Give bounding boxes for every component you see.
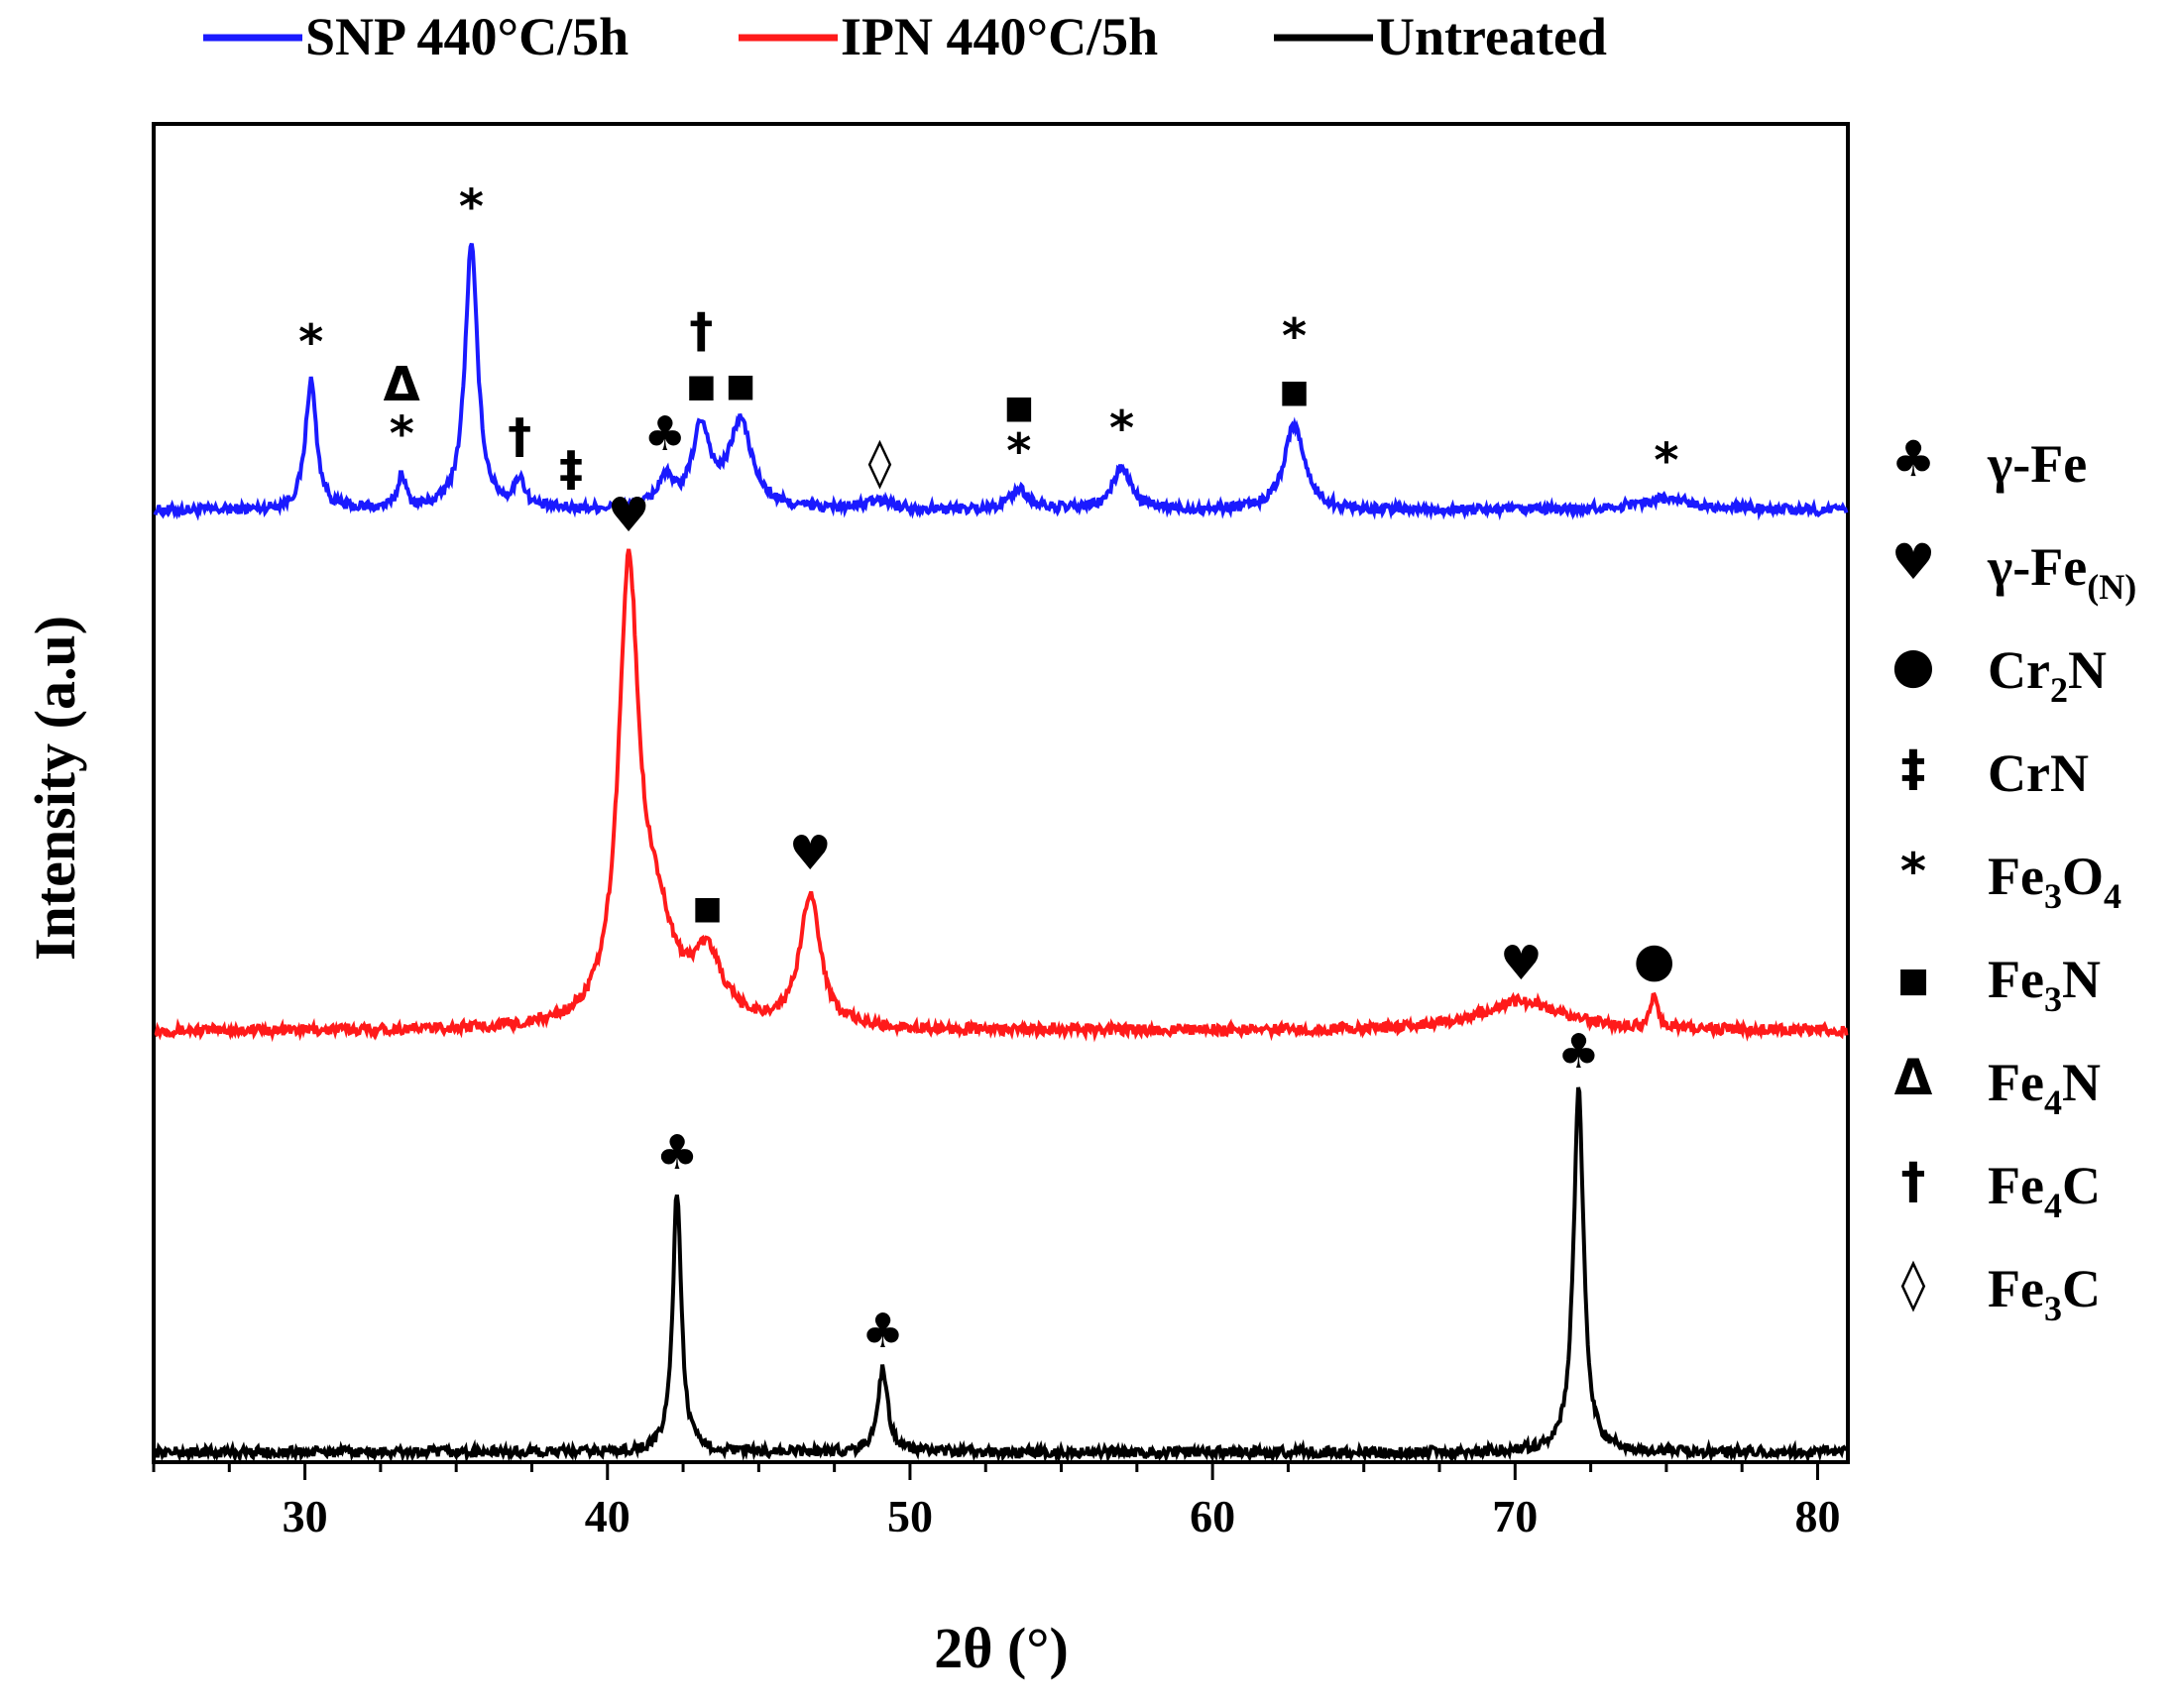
phase-symbol-5: ■ bbox=[1897, 961, 1929, 1000]
phase-label-7: Fe4C bbox=[1988, 1156, 2101, 1225]
phase-symbol-6: Δ bbox=[1894, 1049, 1933, 1106]
peak-marker-10: ◊ bbox=[868, 435, 892, 491]
series-legend: SNP 440°C/5h IPN 440°C/5h Untreated bbox=[203, 7, 1607, 66]
x-tick-label: 40 bbox=[585, 1491, 630, 1541]
peak-marker-9: ■ bbox=[726, 367, 755, 404]
x-axis-label: 2θ (°) bbox=[934, 1616, 1069, 1680]
phase-legend: ♣ γ-Fe ♥ γ-Fe(N) ● Cr2N ‡ CrN * Fe3O4 ■ Fe3N Δ Fe4N † F… bbox=[1891, 430, 2137, 1328]
peak-marker-2: Δ bbox=[384, 357, 420, 412]
peak-marker-22: ♣ bbox=[655, 1125, 698, 1181]
trace-1 bbox=[154, 548, 1849, 1043]
peak-marker-5: ‡ bbox=[559, 442, 583, 498]
x-tick-label: 70 bbox=[1492, 1491, 1538, 1541]
phase-symbol-1: ♥ bbox=[1891, 533, 1936, 591]
phase-label-0: γ-Fe bbox=[1987, 434, 2087, 494]
phase-label-8: Fe3C bbox=[1988, 1259, 2101, 1328]
trace-0 bbox=[153, 242, 1849, 521]
peak-marker-15: * bbox=[1282, 309, 1307, 365]
peak-marker-24: ♣ bbox=[1557, 1024, 1600, 1080]
peak-marker-20: ♥ bbox=[1500, 936, 1543, 991]
peak-markers: **Δ*†‡♣■†■◊ *■ *■**♥■♥♥ ●♣♣♣ bbox=[298, 179, 1678, 1359]
phase-symbol-4: * bbox=[1900, 843, 1926, 900]
peak-marker-0: * bbox=[298, 315, 323, 371]
peak-marker-16: * bbox=[1654, 433, 1678, 489]
phase-label-6: Fe4N bbox=[1988, 1053, 2101, 1122]
legend-label-2: Untreated bbox=[1376, 7, 1607, 66]
peak-marker-7: ■ bbox=[686, 367, 716, 404]
x-tick-label: 80 bbox=[1794, 1491, 1840, 1541]
traces bbox=[153, 242, 1849, 1465]
peak-marker-14: ■ bbox=[1279, 373, 1309, 410]
peak-marker-21: ● bbox=[1634, 932, 1675, 987]
peak-marker-23: ♣ bbox=[861, 1304, 904, 1359]
phase-label-2: Cr2N bbox=[1988, 640, 2107, 710]
plot-frame bbox=[152, 122, 1850, 1464]
phase-symbol-0: ♣ bbox=[1891, 430, 1936, 488]
legend-label-1: IPN 440°C/5h bbox=[841, 7, 1158, 66]
peak-marker-19: ♥ bbox=[789, 826, 832, 881]
y-axis-label: Intensity (a.u) bbox=[23, 616, 87, 961]
peak-marker-4: † bbox=[508, 409, 531, 465]
x-tick-label: 30 bbox=[283, 1491, 328, 1541]
trace-2 bbox=[153, 1086, 1847, 1465]
phase-label-3: CrN bbox=[1988, 743, 2089, 803]
phase-label-4: Fe3O4 bbox=[1988, 847, 2121, 916]
peak-marker-1: * bbox=[390, 406, 414, 462]
legend-label-0: SNP 440°C/5h bbox=[305, 7, 629, 66]
peak-marker-8: † bbox=[689, 303, 713, 359]
peak-marker-11: * bbox=[1006, 424, 1031, 480]
peak-marker-3: * bbox=[459, 179, 484, 235]
phase-symbol-7: † bbox=[1901, 1152, 1926, 1209]
x-tick-label: 60 bbox=[1190, 1491, 1235, 1541]
phase-symbol-2: ● bbox=[1891, 636, 1935, 694]
phase-symbol-3: ‡ bbox=[1901, 740, 1926, 797]
x-tick-label: 50 bbox=[887, 1491, 933, 1541]
peak-marker-6: ♣ bbox=[643, 406, 686, 462]
phase-symbol-8: ◊ bbox=[1901, 1255, 1926, 1312]
peak-marker-17: ♥ bbox=[608, 488, 650, 543]
phase-label-5: Fe3N bbox=[1988, 950, 2101, 1019]
peak-marker-13: * bbox=[1109, 400, 1134, 456]
peak-marker-12: ■ bbox=[1004, 389, 1034, 426]
peak-marker-18: ■ bbox=[692, 889, 722, 927]
phase-label-1: γ-Fe(N) bbox=[1987, 537, 2136, 607]
x-axis: 30 40 50 60 70 80 bbox=[152, 1462, 1840, 1541]
